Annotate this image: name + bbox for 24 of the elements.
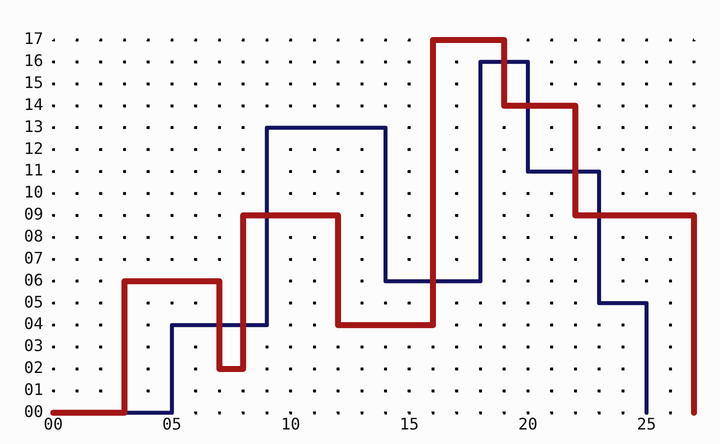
x-tick-label: 25 [636, 414, 656, 434]
y-tick-label: 08 [24, 226, 44, 246]
y-tick-label: 11 [24, 160, 44, 180]
y-tick-label: 09 [24, 204, 44, 224]
y-tick-label: 05 [24, 292, 44, 312]
y-tick-label: 06 [24, 270, 44, 290]
y-tick-label: 17 [24, 29, 44, 48]
y-tick-label: 07 [24, 248, 44, 268]
x-tick-label: 10 [280, 414, 300, 434]
y-tick-label: 04 [24, 314, 44, 334]
y-tick-label: 10 [24, 182, 44, 202]
x-tick-label: 05 [162, 414, 182, 434]
x-tick-label: 20 [518, 414, 538, 434]
x-tick-label: 00 [44, 414, 63, 434]
y-tick-label: 13 [24, 116, 44, 136]
y-tick-label: 16 [24, 51, 44, 70]
y-tick-label: 14 [24, 94, 44, 114]
x-tick-label: 15 [400, 414, 419, 434]
y-tick-label: 00 [24, 402, 44, 421]
y-tick-label: 15 [24, 73, 44, 92]
y-tick-label: 12 [24, 138, 44, 158]
y-tick-label: 01 [24, 380, 44, 400]
y-tick-label: 02 [24, 358, 44, 378]
y-tick-label: 03 [24, 336, 44, 356]
